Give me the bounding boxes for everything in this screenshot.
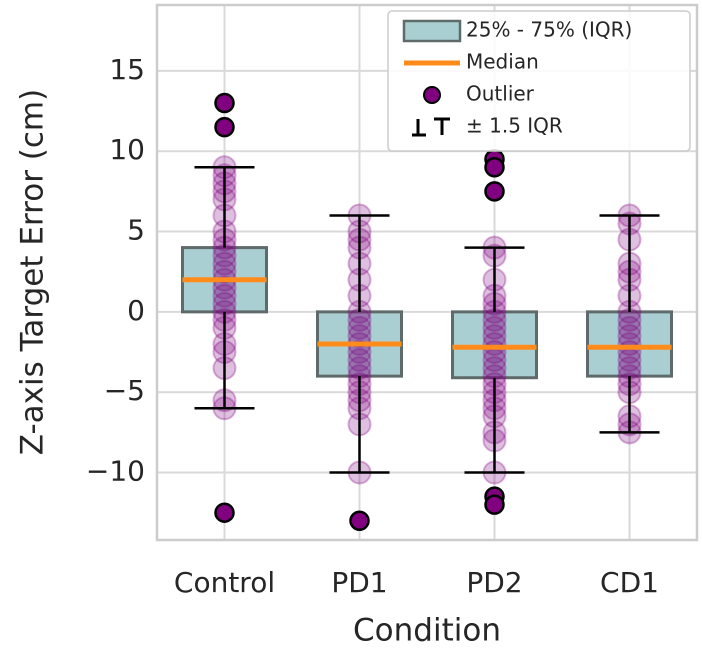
legend-frame [387, 10, 691, 152]
y-tick-label: 0 [127, 294, 145, 327]
outlier [484, 157, 505, 178]
data-point [212, 283, 237, 308]
legend-swatch [412, 117, 450, 137]
y-tick-label: −5 [104, 374, 145, 407]
data-point [212, 275, 237, 300]
outlier [484, 494, 505, 515]
data-point [482, 315, 507, 340]
data-point [347, 348, 372, 373]
x-tick-label: PD2 [466, 566, 522, 599]
x-tick-label: Control [174, 566, 275, 599]
y-tick-label: 15 [109, 53, 145, 86]
legend-swatch [402, 19, 462, 43]
x-tick-label: CD1 [600, 566, 659, 599]
y-axis-label: Z-axis Target Error (cm) [15, 89, 51, 455]
outlier [214, 116, 235, 138]
legend-label: 25% - 75% (IQR) [466, 18, 632, 42]
legend-label: Outlier [466, 82, 535, 106]
legend-swatch [423, 86, 441, 104]
y-tick-label: 10 [109, 133, 145, 166]
legend: 25% - 75% (IQR) Median Outlier ± 1.5 IQR [387, 10, 691, 152]
plot-frame [155, 3, 699, 542]
outlier [214, 92, 235, 114]
outlier [349, 510, 370, 531]
data-point [347, 340, 372, 365]
data-point [212, 251, 237, 276]
legend-label: ± 1.5 IQR [466, 114, 563, 138]
outlier [214, 502, 235, 523]
data-point [617, 315, 642, 340]
x-tick-label: PD1 [331, 566, 387, 599]
outlier [484, 181, 505, 202]
legend-label: Median [466, 50, 539, 74]
y-tick-label: −10 [86, 455, 145, 488]
data-point [347, 315, 372, 340]
data-point [347, 323, 372, 348]
data-point [212, 259, 237, 284]
x-axis-label: Condition [353, 613, 501, 649]
y-tick-label: 5 [127, 214, 145, 247]
